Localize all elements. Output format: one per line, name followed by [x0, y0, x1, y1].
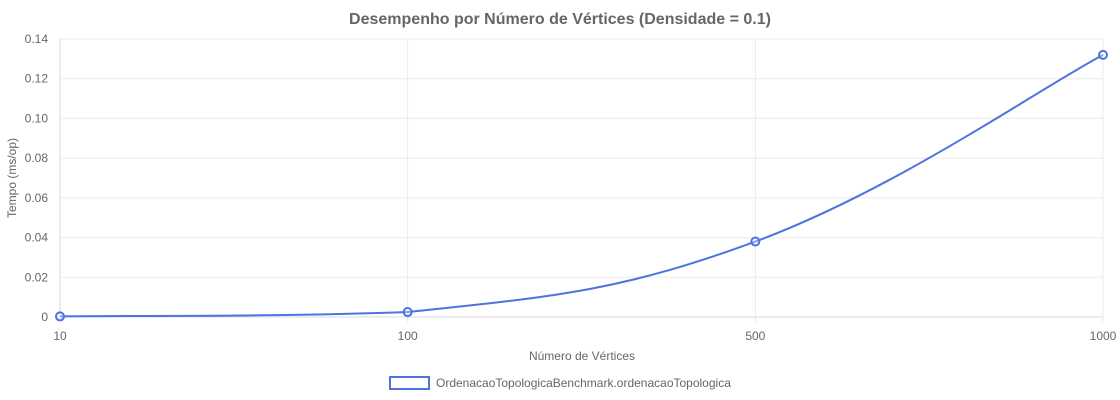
legend-swatch[interactable]	[389, 376, 430, 390]
chart-title: Desempenho por Número de Vértices (Densi…	[349, 11, 771, 28]
series-line	[59, 54, 1104, 318]
series-layer	[55, 49, 1108, 322]
data-point[interactable]	[55, 311, 65, 322]
y-tick-label: 0.10	[25, 111, 49, 125]
x-axis-title: Número de Vértices	[529, 349, 635, 363]
y-axis-title: Tempo (ms/op)	[5, 138, 19, 218]
x-tick-label: 10	[53, 329, 67, 343]
y-tick-label: 0.14	[25, 32, 49, 46]
y-tick-label: 0.06	[25, 191, 49, 205]
y-tick-label: 0.04	[25, 231, 49, 245]
data-point[interactable]	[750, 236, 761, 247]
y-tick-label: 0.08	[25, 151, 49, 165]
y-tick-label: 0	[41, 310, 48, 324]
y-tick-label: 0.02	[25, 270, 49, 284]
y-tick-labels: 0 0.02 0.04 0.06 0.08 0.10 0.12 0.14	[25, 32, 49, 324]
x-tick-label: 1000	[1090, 329, 1117, 343]
x-tick-labels: 10 100 500 1000	[53, 329, 1116, 343]
legend[interactable]: OrdenacaoTopologicaBenchmark.ordenacaoTo…	[389, 376, 731, 390]
legend-label[interactable]: OrdenacaoTopologicaBenchmark.ordenacaoTo…	[436, 376, 731, 390]
y-tick-label: 0.12	[25, 72, 49, 86]
x-tick-label: 500	[745, 329, 765, 343]
data-point[interactable]	[402, 307, 413, 318]
data-point[interactable]	[1098, 49, 1108, 60]
grid-lines	[59, 38, 1104, 322]
axes	[59, 39, 1103, 318]
x-tick-label: 100	[398, 329, 418, 343]
